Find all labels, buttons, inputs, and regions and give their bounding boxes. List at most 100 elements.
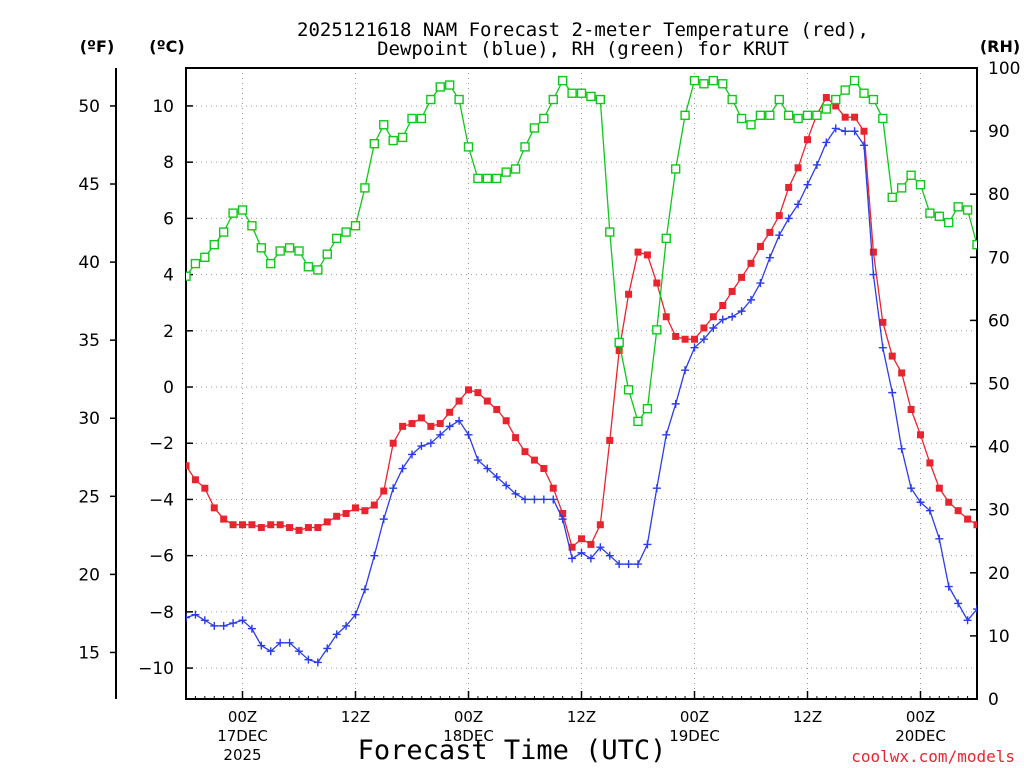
temperature-point: [615, 346, 623, 354]
dewpoint-point: [483, 464, 492, 473]
dewpoint-point: [944, 582, 953, 591]
dewpoint-point: [200, 616, 209, 625]
dewpoint-point: [511, 489, 520, 498]
dewpoint-point: [907, 484, 916, 493]
rh-point: [350, 221, 361, 231]
rh-point: [765, 110, 775, 121]
rh-tick-label: 60: [988, 311, 1010, 331]
c-tick-label: 0: [163, 378, 174, 398]
rh-point: [925, 208, 935, 218]
dewpoint-point: [558, 515, 567, 524]
temperature-point: [465, 386, 472, 394]
dewpoint-point: [276, 638, 285, 647]
temperature-point: [860, 127, 868, 135]
dewpoint-point: [765, 253, 774, 262]
temperature-point: [295, 526, 303, 534]
rh-point: [567, 88, 577, 98]
dewpoint-point: [295, 647, 303, 656]
dewpoint-point: [323, 644, 332, 653]
c-tick-label: 8: [163, 153, 174, 173]
dewpoint-point: [530, 495, 539, 504]
rh-point: [539, 113, 549, 124]
temperature-point: [455, 397, 463, 405]
temperature-point: [879, 318, 887, 326]
rh-tick-label: 90: [988, 122, 1010, 142]
temperature-point: [898, 369, 906, 377]
temperature-point: [728, 287, 736, 295]
rh-point: [972, 239, 977, 250]
rh-point: [218, 227, 229, 237]
temperature-point: [276, 521, 284, 529]
rh-point: [868, 94, 879, 105]
grid-lines: [186, 68, 977, 699]
dewpoint-point: [379, 515, 388, 524]
dewpoint-point: [681, 366, 690, 375]
rh-point: [661, 233, 671, 244]
temperature-point: [983, 527, 990, 534]
c-tick-label: −4: [149, 490, 174, 510]
temperature-point: [399, 422, 407, 430]
dewpoint-point: [313, 658, 322, 667]
dewpoint-point: [238, 616, 247, 625]
temperature-point: [186, 462, 190, 470]
x-tick-date: 18DEC: [443, 727, 494, 745]
temperature-point: [323, 518, 331, 526]
dewpoint-point: [332, 630, 341, 639]
rh-tick-label: 0: [988, 690, 999, 710]
dewpoint-point: [775, 231, 784, 240]
f-tick-label: 20: [78, 565, 100, 585]
temperature-point: [201, 484, 209, 492]
x-tick-label: 12Z: [793, 708, 822, 726]
dewpoint-point: [831, 124, 840, 133]
temperature-point: [643, 251, 651, 259]
rh-point: [831, 94, 841, 105]
temperature-point: [785, 183, 793, 191]
temperature-point: [267, 521, 275, 529]
temperature-point: [672, 332, 680, 340]
temperature-point: [483, 397, 491, 405]
temperature-point: [756, 242, 764, 250]
dewpoint-point: [370, 551, 379, 560]
dewpoint-point: [737, 307, 746, 316]
temperature-point: [888, 352, 896, 360]
chart-title-line1: 2025121618 NAM Forecast 2-meter Temperat…: [297, 19, 869, 41]
f-tick-label: 25: [78, 487, 100, 507]
rh-point: [605, 227, 615, 237]
rh-point: [256, 243, 267, 253]
rh-point: [670, 164, 681, 174]
dewpoint-point: [916, 498, 925, 507]
temperature-point: [700, 324, 708, 332]
rh-point: [680, 110, 690, 121]
f-tick-label: 50: [78, 97, 100, 117]
temperature-point: [191, 476, 199, 484]
rh-point: [473, 173, 483, 184]
temperature-point: [370, 501, 378, 509]
temperature-point: [559, 509, 567, 517]
c-tick-label: −6: [149, 547, 174, 567]
dewpoint-point: [963, 616, 972, 625]
dewpoint-point: [229, 619, 238, 628]
temperature-point: [747, 259, 755, 267]
rh-point: [209, 239, 219, 250]
f-tick-label: 15: [78, 643, 100, 663]
rh-point: [689, 75, 700, 86]
temperature-point: [502, 417, 510, 425]
rh-point: [510, 164, 521, 174]
temperature-point: [248, 521, 256, 529]
rh-point: [463, 142, 474, 152]
dewpoint-point: [605, 551, 614, 560]
rh-point: [341, 227, 351, 237]
series-layer: [186, 75, 990, 667]
c-tick-label: −2: [149, 434, 174, 454]
dewpoint-point: [624, 560, 633, 569]
temperature-point: [634, 248, 642, 256]
dewpoint-point: [549, 495, 558, 504]
rh-point: [633, 416, 643, 427]
x-tick-date: 20DEC: [895, 727, 946, 745]
dewpoint-point: [342, 621, 351, 630]
x-tick-label: 12Z: [341, 708, 370, 726]
f-tick-label: 35: [78, 331, 100, 351]
temperature-point: [596, 521, 604, 529]
dewpoint-point: [304, 655, 313, 664]
f-tick-label: 45: [78, 175, 100, 195]
